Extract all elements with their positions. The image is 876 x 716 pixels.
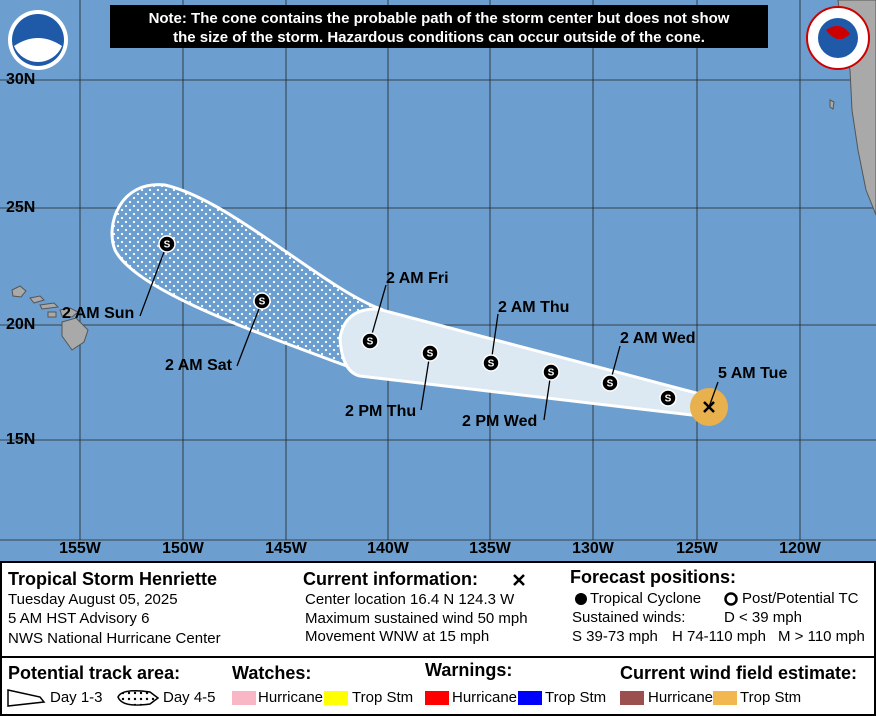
leader-line: [236, 300, 263, 367]
forecast-point: [542, 363, 560, 381]
leader-line: [708, 381, 719, 408]
lat-label: 30N: [6, 71, 35, 88]
warnings-title: Warnings:: [425, 660, 512, 680]
lon-label: 150W: [162, 540, 205, 557]
wind-hurricane: Hurricane: [648, 689, 713, 706]
storm-name: Tropical Storm Henriette: [8, 569, 217, 589]
forecast-symbol: S: [427, 349, 434, 360]
time-label: 2 PM Thu: [345, 403, 416, 420]
ptc-icon: [724, 592, 738, 606]
forecast-point: [601, 374, 619, 392]
forecast-symbol: S: [488, 359, 495, 370]
watches-title: Watches:: [232, 663, 311, 683]
forecast-symbol: S: [367, 337, 374, 348]
wind-m: M > 110 mph: [778, 628, 865, 645]
noaa-logo: [8, 10, 68, 70]
hawaii-islands: [11, 285, 89, 351]
wind-h: H 74-110 mph: [672, 628, 766, 645]
swatch: [518, 691, 542, 705]
sustained-winds: Sustained winds:: [572, 609, 685, 626]
tc-label: Tropical Cyclone: [590, 590, 701, 607]
swatch: [425, 691, 449, 705]
forecast-symbol: S: [164, 240, 171, 251]
forecast-point: [421, 344, 439, 362]
swatch: [620, 691, 644, 705]
lon-label: 145W: [265, 540, 308, 557]
leader-line: [420, 352, 431, 411]
swatch: [232, 691, 256, 705]
time-label: 2 AM Wed: [620, 330, 696, 347]
day13-icon: [7, 689, 46, 707]
forecast-point: [253, 292, 271, 310]
forecast-track: S S S S S S S S: [139, 235, 719, 421]
tc-icon: [575, 593, 587, 605]
lat-label: 20N: [6, 316, 35, 333]
warn-tropstm: Trop Stm: [545, 689, 606, 706]
forecast-symbol: S: [548, 368, 555, 379]
time-label: 2 AM Sat: [165, 357, 233, 374]
lon-label: 130W: [572, 540, 615, 557]
swatch: [324, 691, 348, 705]
track-title: Potential track area:: [8, 663, 180, 683]
forecast-symbol: S: [607, 379, 614, 390]
current-title: Current information:: [303, 569, 478, 589]
wind-s: S 39-73 mph: [572, 628, 658, 645]
lon-label: 120W: [779, 540, 822, 557]
note-line: the size of the storm. Hazardous conditi…: [173, 29, 705, 46]
wind-field-title: Current wind field estimate:: [620, 663, 857, 683]
forecast-point: [659, 389, 677, 407]
leader-line: [139, 243, 168, 317]
lat-label: 15N: [6, 431, 35, 448]
forecast-point: [482, 354, 500, 372]
storm-advisory: 5 AM HST Advisory 6: [8, 610, 149, 627]
lon-label: 135W: [469, 540, 512, 557]
time-label: 5 AM Tue: [718, 365, 787, 382]
note-box: [110, 5, 768, 48]
wind-tropstm: Trop Stm: [740, 689, 801, 706]
storm-date: Tuesday August 05, 2025: [8, 591, 178, 608]
time-label: 2 PM Wed: [462, 413, 537, 430]
current-line: Center location 16.4 N 124.3 W: [305, 591, 515, 608]
island: [829, 99, 835, 110]
nws-logo: [806, 6, 870, 70]
forecast-title: Forecast positions:: [570, 567, 736, 587]
lon-label: 140W: [367, 540, 410, 557]
forecast-symbol: S: [259, 297, 266, 308]
warn-hurricane: Hurricane: [452, 689, 517, 706]
time-label: 2 AM Fri: [386, 270, 449, 287]
note-line: Note: The cone contains the probable pat…: [149, 10, 730, 27]
current-line: Maximum sustained wind 50 mph: [305, 610, 528, 627]
forecast-point: [361, 332, 379, 350]
forecast-symbol: S: [665, 394, 672, 405]
current-icon: [513, 574, 525, 586]
day45-label: Day 4-5: [163, 689, 216, 706]
wind-d: D < 39 mph: [724, 609, 802, 626]
storm-center: NWS National Hurricane Center: [8, 630, 221, 647]
ptc-label: Post/Potential TC: [742, 590, 859, 607]
current-line: Movement WNW at 15 mph: [305, 628, 489, 645]
swatch: [713, 691, 737, 705]
lon-label: 155W: [59, 540, 102, 557]
leader-line: [369, 284, 387, 342]
time-label: 2 AM Sun: [62, 305, 134, 322]
lon-label: 125W: [676, 540, 719, 557]
day45-icon: [117, 690, 160, 706]
lat-label: 25N: [6, 199, 35, 216]
watch-hurricane: Hurricane: [258, 689, 323, 706]
info-panel: [0, 561, 876, 716]
time-label: 2 AM Thu: [498, 299, 569, 316]
forecast-point: [158, 235, 176, 253]
day13-label: Day 1-3: [50, 689, 103, 706]
watch-tropstm: Trop Stm: [352, 689, 413, 706]
